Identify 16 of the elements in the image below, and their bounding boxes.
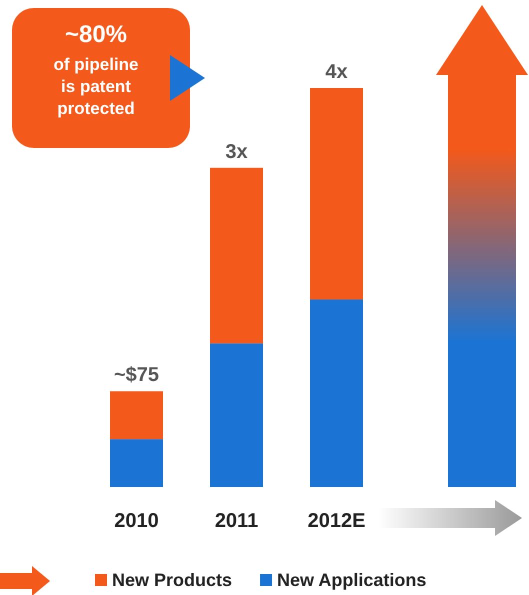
annotation: of pipeline is patent protected bbox=[54, 55, 138, 118]
legend-label: New Applications bbox=[277, 570, 426, 590]
annotation: ~$75 bbox=[114, 364, 160, 386]
x-tick-label: 2012E bbox=[308, 510, 366, 532]
annotation: 3x bbox=[225, 140, 248, 163]
x-tick-label: 2010 bbox=[114, 510, 159, 532]
callout-box: ~80% of pipeline is patent protected bbox=[12, 8, 190, 148]
x-tick-label: 2011 bbox=[214, 510, 258, 532]
legend-label: New Products bbox=[112, 570, 232, 590]
bar bbox=[210, 343, 263, 487]
annotation: 4x bbox=[325, 61, 348, 83]
bar bbox=[310, 88, 363, 300]
bar bbox=[310, 299, 363, 487]
bar bbox=[110, 391, 163, 440]
bar bbox=[110, 439, 163, 487]
bar bbox=[210, 168, 263, 344]
